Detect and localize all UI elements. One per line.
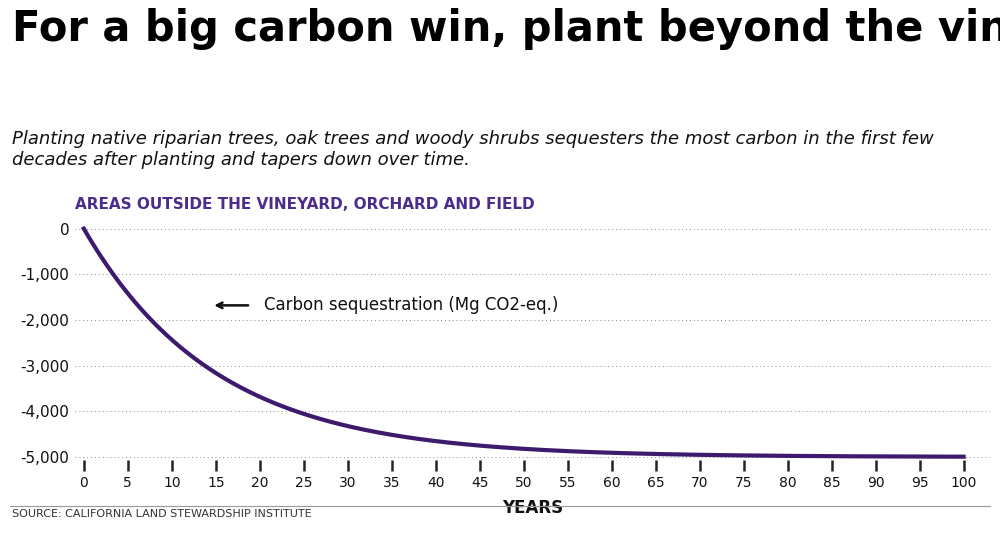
X-axis label: YEARS: YEARS (502, 499, 563, 517)
Text: SOURCE: CALIFORNIA LAND STEWARDSHIP INSTITUTE: SOURCE: CALIFORNIA LAND STEWARDSHIP INST… (12, 509, 312, 518)
Text: Planting native riparian trees, oak trees and woody shrubs sequesters the most c: Planting native riparian trees, oak tree… (12, 130, 934, 169)
Text: AREAS OUTSIDE THE VINEYARD, ORCHARD AND FIELD: AREAS OUTSIDE THE VINEYARD, ORCHARD AND … (75, 197, 535, 213)
Text: For a big carbon win, plant beyond the vines: For a big carbon win, plant beyond the v… (12, 8, 1000, 50)
Text: Carbon sequestration (Mg CO2-eq.): Carbon sequestration (Mg CO2-eq.) (264, 296, 559, 314)
